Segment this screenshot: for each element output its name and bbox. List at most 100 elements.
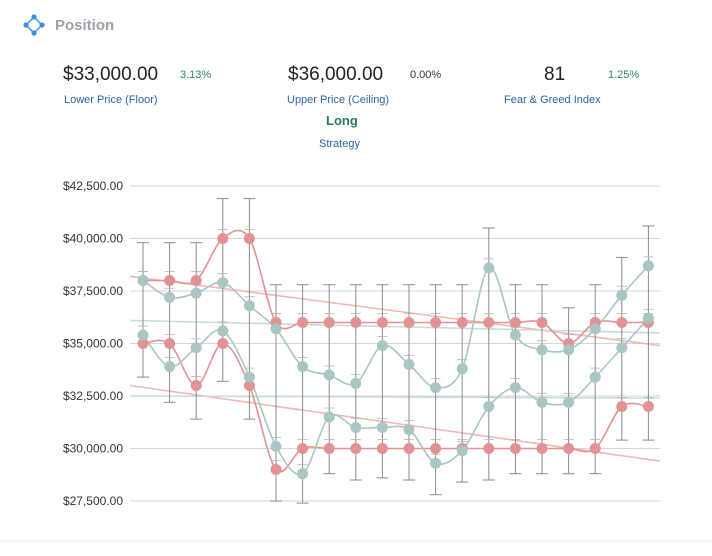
data-point-0 bbox=[536, 317, 548, 328]
data-point-3 bbox=[642, 312, 654, 324]
data-point-2 bbox=[217, 277, 229, 289]
trend-line bbox=[129, 275, 661, 347]
fear-greed-change: 1.25% bbox=[608, 69, 640, 81]
data-point-1 bbox=[430, 443, 442, 454]
data-point-2 bbox=[376, 340, 388, 352]
floor-change: 3.13% bbox=[180, 69, 212, 81]
y-tick-label: $40,000.00 bbox=[63, 232, 123, 246]
data-point-3 bbox=[430, 457, 442, 469]
data-point-3 bbox=[350, 422, 362, 433]
data-point-3 bbox=[483, 401, 495, 412]
data-point-3 bbox=[297, 468, 309, 480]
data-point-0 bbox=[350, 317, 362, 328]
floor-metric: $33,000.00 3.13% Lower Price (Floor) bbox=[63, 64, 211, 106]
data-point-0 bbox=[217, 233, 229, 244]
position-card: Position $33,000.00 3.13% Lower Price (F… bbox=[22, 12, 661, 508]
data-point-0 bbox=[243, 233, 255, 244]
data-point-1 bbox=[270, 464, 282, 475]
strategy-value: Long bbox=[326, 113, 358, 128]
data-point-1 bbox=[164, 338, 176, 349]
data-point-3 bbox=[164, 361, 176, 373]
y-tick-label: $35,000.00 bbox=[63, 337, 123, 351]
data-point-2 bbox=[642, 260, 654, 272]
data-point-2 bbox=[297, 361, 309, 373]
data-point-0 bbox=[164, 275, 176, 286]
ceiling-metric: $36,000.00 0.00% Upper Price (Ceiling) bbox=[287, 64, 441, 106]
data-point-1 bbox=[403, 443, 415, 454]
data-point-2 bbox=[509, 329, 521, 341]
floor-label: Lower Price (Floor) bbox=[64, 94, 158, 106]
data-point-1 bbox=[190, 380, 202, 391]
trend-line bbox=[129, 319, 661, 334]
data-point-3 bbox=[243, 371, 255, 383]
data-point-3 bbox=[456, 445, 468, 457]
data-point-3 bbox=[403, 424, 415, 436]
data-point-1 bbox=[243, 380, 255, 391]
data-point-1 bbox=[350, 443, 362, 454]
data-point-1 bbox=[137, 338, 149, 349]
data-point-2 bbox=[589, 323, 601, 335]
data-point-2 bbox=[323, 369, 335, 381]
ceiling-label: Upper Price (Ceiling) bbox=[287, 94, 390, 106]
data-point-2 bbox=[483, 262, 495, 274]
data-point-2 bbox=[243, 300, 255, 312]
ceiling-change: 0.00% bbox=[410, 69, 442, 81]
data-point-0 bbox=[323, 317, 335, 328]
y-tick-label: $37,500.00 bbox=[63, 284, 123, 298]
data-point-1 bbox=[297, 443, 309, 454]
data-point-0 bbox=[190, 275, 202, 286]
y-tick-label: $32,500.00 bbox=[63, 389, 123, 403]
data-point-3 bbox=[376, 422, 388, 433]
data-point-3 bbox=[589, 371, 601, 383]
data-point-1 bbox=[589, 443, 601, 454]
data-point-3 bbox=[563, 396, 575, 408]
data-point-2 bbox=[164, 291, 176, 303]
data-point-1 bbox=[217, 338, 229, 349]
card-header: Position bbox=[22, 12, 114, 38]
data-point-1 bbox=[536, 443, 548, 454]
data-point-3 bbox=[137, 329, 149, 341]
data-point-1 bbox=[642, 401, 654, 412]
data-point-3 bbox=[323, 411, 335, 423]
y-tick-label: $30,000.00 bbox=[63, 442, 123, 456]
data-point-2 bbox=[270, 323, 282, 335]
data-point-0 bbox=[509, 317, 521, 328]
data-point-2 bbox=[190, 287, 202, 299]
fear-greed-label: Fear & Greed Index bbox=[504, 94, 601, 106]
data-point-2 bbox=[350, 377, 362, 389]
data-point-0 bbox=[430, 317, 442, 328]
floor-value: $33,000.00 bbox=[63, 64, 159, 85]
data-point-3 bbox=[217, 325, 229, 337]
data-point-0 bbox=[403, 317, 415, 328]
data-point-1 bbox=[563, 443, 575, 454]
data-point-2 bbox=[137, 275, 149, 286]
data-point-0 bbox=[376, 317, 388, 328]
data-point-0 bbox=[297, 317, 309, 328]
y-tick-label: $27,500.00 bbox=[63, 494, 123, 508]
position-logo-icon bbox=[23, 14, 45, 36]
data-point-1 bbox=[376, 443, 388, 454]
data-point-3 bbox=[190, 342, 202, 354]
data-point-1 bbox=[483, 443, 495, 454]
data-point-3 bbox=[509, 382, 521, 394]
data-point-1 bbox=[323, 443, 335, 454]
strategy-label: Strategy bbox=[319, 138, 360, 150]
data-point-0 bbox=[483, 317, 495, 328]
price-chart: $42,500.00 $40,000.00 $37,500.00 $35,000.00… bbox=[63, 179, 661, 508]
ceiling-value: $36,000.00 bbox=[288, 64, 384, 85]
fear-greed-metric: 81 1.25% Fear & Greed Index bbox=[504, 64, 639, 106]
data-point-3 bbox=[536, 396, 548, 408]
data-point-2 bbox=[536, 344, 548, 356]
data-point-0 bbox=[616, 317, 628, 328]
data-point-2 bbox=[456, 363, 468, 375]
fear-greed-value: 81 bbox=[544, 64, 566, 85]
data-point-0 bbox=[456, 317, 468, 328]
data-point-1 bbox=[509, 443, 521, 454]
data-point-2 bbox=[616, 289, 628, 301]
data-point-2 bbox=[403, 359, 415, 370]
data-point-2 bbox=[430, 382, 442, 394]
y-tick-label: $42,500.00 bbox=[63, 179, 123, 193]
data-point-3 bbox=[270, 440, 282, 452]
card-title: Position bbox=[55, 16, 115, 34]
data-point-1 bbox=[616, 401, 628, 412]
